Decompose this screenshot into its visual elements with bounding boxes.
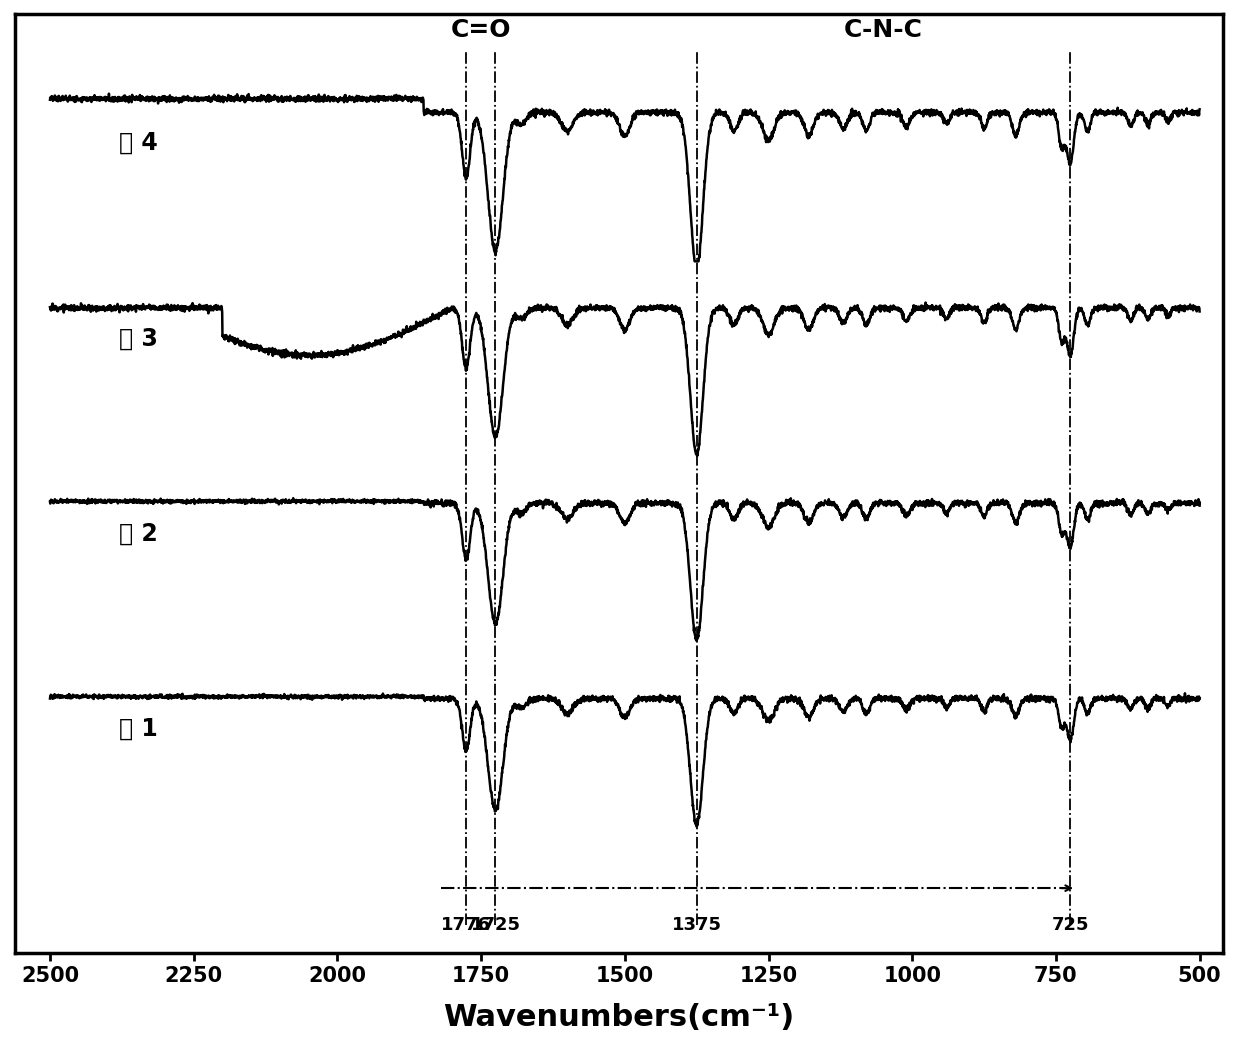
Text: 725: 725 — [1052, 916, 1089, 934]
Text: 1776: 1776 — [441, 916, 491, 934]
Text: 1375: 1375 — [672, 916, 722, 934]
Text: 例 1: 例 1 — [119, 718, 157, 741]
Text: 例 3: 例 3 — [119, 326, 157, 350]
Text: 例 2: 例 2 — [119, 522, 157, 546]
Text: 例 4: 例 4 — [119, 131, 157, 155]
Text: C=O: C=O — [451, 18, 511, 42]
Text: 1725: 1725 — [470, 916, 521, 934]
X-axis label: Wavenumbers(cm⁻¹): Wavenumbers(cm⁻¹) — [444, 1003, 795, 1032]
Text: C-N-C: C-N-C — [844, 18, 923, 42]
